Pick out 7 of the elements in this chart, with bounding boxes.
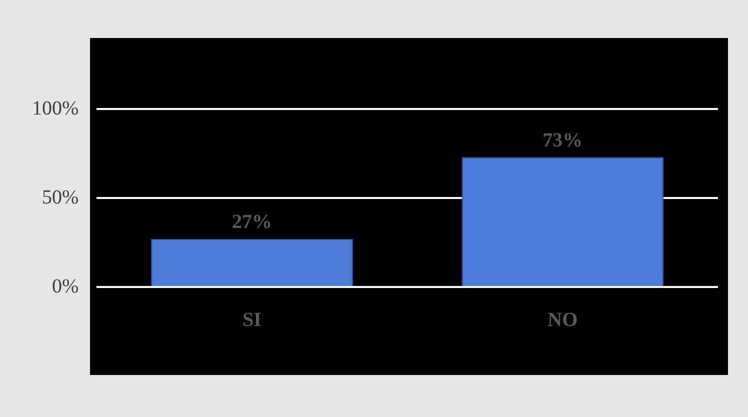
data-label: 73% [542,129,583,152]
x-tick-label: NO [548,309,578,332]
x-tick-label: SI [242,309,262,332]
y-tick-label: 50% [42,186,79,208]
y-tick-label: 0% [52,275,79,298]
y-tick-label: 100% [32,97,79,120]
data-label: 27% [232,211,272,234]
